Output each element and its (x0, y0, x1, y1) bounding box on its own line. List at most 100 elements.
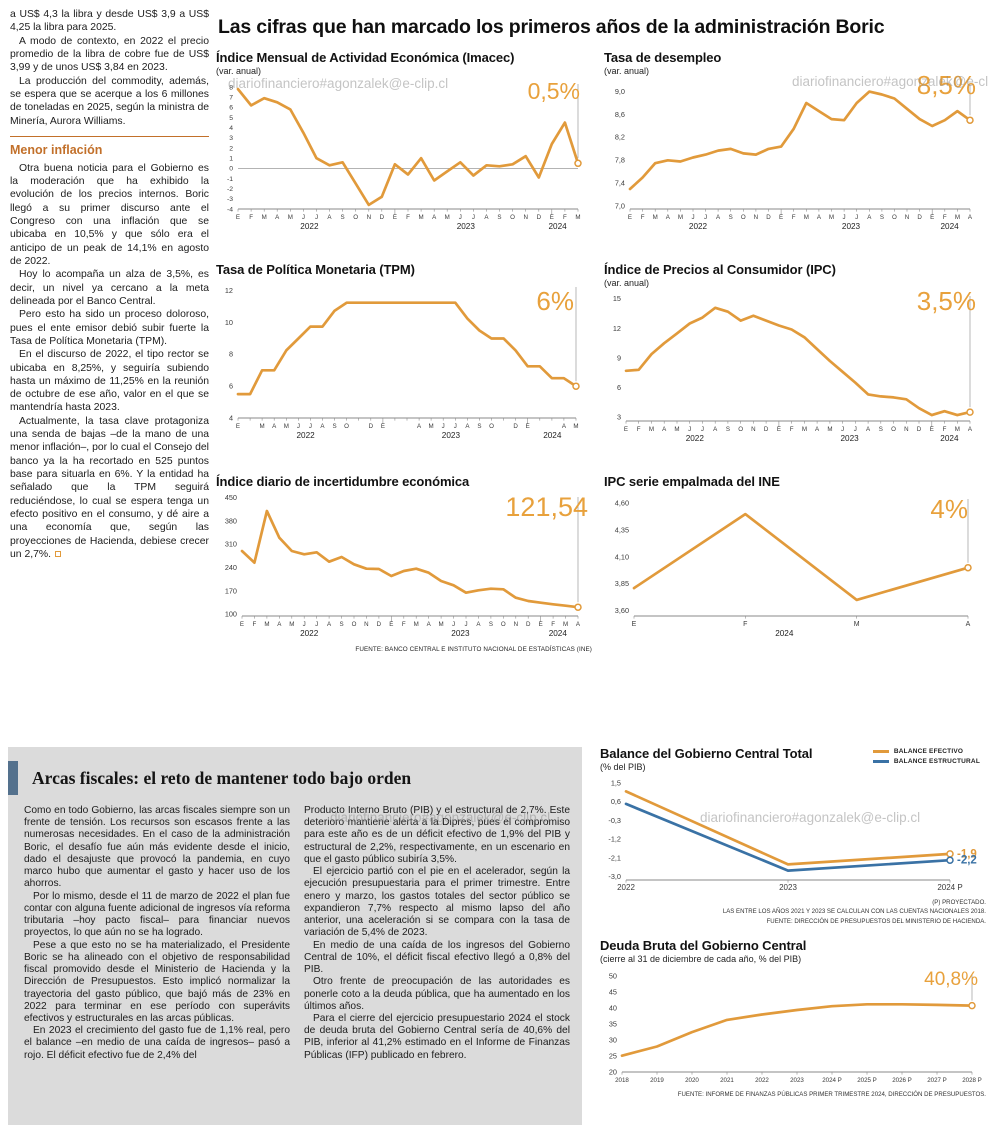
svg-text:S: S (489, 621, 493, 628)
svg-text:6: 6 (229, 382, 233, 391)
svg-text:M: M (955, 426, 960, 433)
svg-text:A: A (432, 214, 437, 221)
svg-text:E: E (930, 214, 934, 221)
svg-text:F: F (551, 621, 555, 628)
svg-text:M: M (955, 214, 960, 221)
svg-text:M: M (678, 214, 683, 221)
svg-text:-1,9: -1,9 (957, 848, 977, 860)
svg-text:M: M (563, 621, 568, 628)
svg-text:100: 100 (225, 610, 237, 619)
svg-text:F: F (406, 214, 410, 221)
svg-text:8,6: 8,6 (615, 110, 625, 119)
svg-text:A: A (320, 423, 325, 430)
svg-text:2024: 2024 (775, 629, 794, 638)
footnote: LAS ENTRE LOS AÑOS 2021 Y 2023 SE CALCUL… (722, 908, 986, 916)
svg-text:450: 450 (225, 493, 237, 502)
svg-text:12: 12 (225, 286, 233, 295)
svg-text:9,0: 9,0 (615, 87, 625, 96)
svg-text:A: A (815, 426, 820, 433)
article-paragraph-text: Actualmente, la tasa clave protagoniza u… (10, 415, 209, 560)
ipc-highlight-value: 3,5% (916, 286, 976, 316)
chart-title: Índice de Precios al Consumidor (IPC) (604, 262, 836, 277)
svg-text:M: M (573, 423, 578, 430)
tpm-line-chart: 12 10 8 6 4 E M A M J J A S O D E A M J J A S O D E A M 2022 2023 202… (216, 278, 592, 444)
svg-text:E: E (240, 621, 244, 628)
svg-text:-1: -1 (227, 176, 233, 183)
chart-legend: BALANCE EFECTIVO BALANCE ESTRUCTURAL (866, 744, 986, 769)
legend-item-efectivo: BALANCE EFECTIVO (872, 748, 980, 755)
svg-text:E: E (550, 214, 554, 221)
deuda-line-chart: 50 45 40 35 30 25 20 2018 2019 2020 2021 2022 2023 20… (600, 965, 986, 1087)
svg-text:8,2: 8,2 (615, 133, 625, 142)
charts-source-note: FUENTE: BANCO CENTRAL E INSTITUTO NACION… (355, 646, 592, 653)
svg-text:A: A (662, 426, 667, 433)
svg-text:2024: 2024 (940, 434, 959, 443)
svg-text:-2,2: -2,2 (957, 855, 977, 867)
svg-text:D: D (380, 214, 385, 221)
svg-text:S: S (340, 621, 344, 628)
svg-text:A: A (562, 423, 567, 430)
svg-text:J: J (442, 423, 445, 430)
svg-text:O: O (510, 214, 515, 221)
ipc-empalmada-line-chart: 4,60 4,35 4,10 3,85 3,60 E F M A 2024 (604, 490, 984, 642)
svg-text:2024: 2024 (940, 222, 959, 231)
chart-title: IPC serie empalmada del INE (604, 474, 780, 489)
article-paragraph: Actualmente, la tasa clave protagoniza u… (10, 415, 209, 561)
svg-text:2019: 2019 (650, 1077, 664, 1084)
chart-subtitle: (var. anual) (604, 66, 650, 76)
svg-text:M: M (854, 621, 860, 628)
tpm-highlight-value: 6% (536, 286, 574, 316)
incertidumbre-highlight-value: 121,54 (505, 492, 588, 522)
svg-text:M: M (575, 214, 580, 221)
svg-text:M: M (804, 214, 809, 221)
chart-title: Índice Mensual de Actividad Económica (I… (216, 50, 515, 65)
article-end-marker (55, 550, 62, 557)
deuda-highlight-value: 40,8% (924, 969, 978, 990)
svg-text:2023: 2023 (457, 222, 476, 231)
svg-text:E: E (389, 621, 393, 628)
svg-text:A: A (476, 621, 481, 628)
svg-text:A: A (465, 423, 470, 430)
svg-text:8: 8 (229, 350, 233, 359)
svg-text:S: S (729, 214, 733, 221)
svg-text:A: A (576, 621, 581, 628)
incertidumbre-chart-block: Índice diario de incertidumbre económica… (216, 474, 592, 642)
svg-text:J: J (315, 621, 318, 628)
svg-text:2024: 2024 (548, 222, 567, 231)
svg-text:O: O (489, 423, 494, 430)
svg-text:M: M (262, 214, 267, 221)
chart-subtitle: (var. anual) (604, 278, 650, 288)
legend-item-estructural: BALANCE ESTRUCTURAL (872, 758, 980, 765)
svg-text:M: M (288, 214, 293, 221)
svg-text:2024: 2024 (549, 629, 568, 638)
svg-text:9: 9 (617, 353, 621, 362)
svg-text:A: A (427, 621, 432, 628)
svg-text:-0,3: -0,3 (608, 816, 621, 825)
svg-text:A: A (275, 214, 280, 221)
legend-swatch-efectivo (872, 750, 889, 753)
legend-swatch-estructural (872, 760, 889, 763)
legend-label: BALANCE EFECTIVO (893, 748, 964, 755)
article-paragraph: En el discurso de 2022, el tipo rector s… (10, 349, 209, 414)
svg-text:E: E (930, 426, 934, 433)
footnote: (P) PROYECTADO. (932, 899, 986, 906)
svg-text:O: O (741, 214, 746, 221)
svg-text:S: S (726, 426, 730, 433)
svg-text:M: M (264, 621, 269, 628)
imacec-highlight-value: 0,5% (527, 78, 580, 104)
chart-title: Deuda Bruta del Gobierno Central (600, 938, 807, 953)
svg-text:F: F (637, 426, 641, 433)
ipc-line-chart: 15 12 9 6 3 E F M A M J J A S O N D E F M A M J J A S O N D E F M A 2022 2… (604, 289, 984, 447)
desempleo-line-chart: 9,0 8,6 8,2 7,8 7,4 7,0 E F M A M J J A S O N D E F M A M J J A S O… (604, 77, 984, 235)
svg-text:2024 P: 2024 P (937, 883, 962, 892)
svg-text:A: A (968, 214, 973, 221)
incertidumbre-line-chart: 450 380 310 240 170 100 E F M A M J J A S O N D E F M A M J J A S O… (216, 490, 592, 642)
svg-text:O: O (501, 621, 506, 628)
svg-text:O: O (891, 426, 896, 433)
imacec-chart-block: Índice Mensual de Actividad Económica (I… (216, 50, 592, 235)
article-paragraph: Pero esto ha sido un proceso doloroso, p… (10, 309, 209, 347)
chart-subtitle: (cierre al 31 de diciembre de cada año, … (600, 954, 802, 964)
svg-text:15: 15 (613, 294, 621, 303)
svg-text:F: F (943, 426, 947, 433)
svg-text:D: D (764, 426, 769, 433)
